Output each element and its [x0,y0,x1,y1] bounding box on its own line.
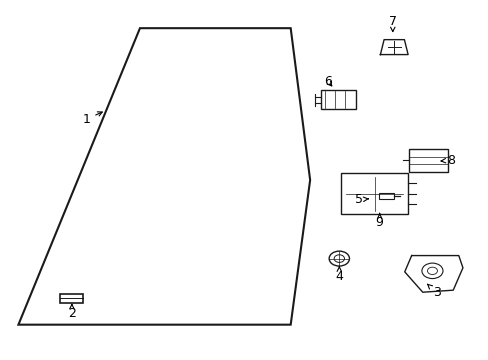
Text: 5: 5 [354,193,367,206]
Bar [408,149,447,172]
Text: 6: 6 [324,75,331,88]
Text: 9: 9 [375,213,383,229]
Bar [320,90,355,109]
Text: 1: 1 [82,112,102,126]
Text: 2: 2 [68,304,76,320]
Bar [341,173,407,215]
Text: 4: 4 [335,267,343,283]
Bar [60,294,83,303]
Bar [378,193,393,199]
Text: 8: 8 [440,154,454,167]
Text: 3: 3 [427,284,440,299]
Text: 7: 7 [388,14,396,32]
